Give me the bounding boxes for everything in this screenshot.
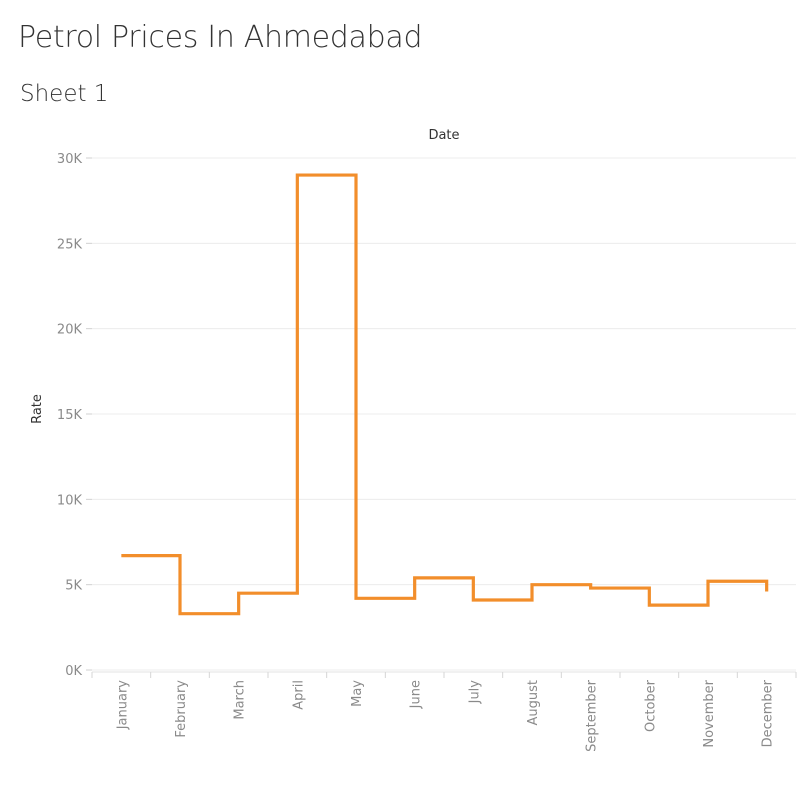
series-line-rate: [121, 173, 769, 616]
y-tick-label: 20K: [57, 323, 83, 338]
x-axis-ticks: January February March April May June July Augu…: [91, 671, 797, 752]
chart-title: Petrol Prices In Ahmedabad: [18, 20, 423, 55]
y-tick-label: 0K: [65, 664, 82, 679]
x-tick-label: November: [702, 679, 717, 747]
y-tick-label: 25K: [57, 237, 83, 252]
y-axis-ticks: 0K 5K 10K 15K 20K 25K 30K: [57, 152, 92, 679]
x-tick-label: May: [350, 680, 365, 707]
gridlines: [92, 157, 796, 671]
x-tick-label: July: [467, 680, 482, 705]
x-tick-label: December: [761, 679, 776, 747]
x-tick-label: April: [291, 680, 306, 710]
x-axis-title: Date: [428, 128, 459, 143]
x-tick-label: October: [643, 679, 658, 732]
y-axis-title: Rate: [30, 394, 45, 424]
x-tick-label: June: [409, 680, 424, 709]
sheet-title: Sheet 1: [20, 81, 109, 107]
x-tick-label: January: [115, 680, 130, 731]
y-tick-label: 5K: [65, 579, 82, 594]
x-tick-label: March: [233, 680, 248, 720]
x-tick-label: August: [526, 680, 541, 726]
y-tick-label: 15K: [57, 408, 83, 423]
x-tick-label: February: [174, 680, 189, 738]
y-tick-label: 10K: [57, 493, 83, 508]
y-tick-label: 30K: [57, 152, 83, 167]
x-tick-label: September: [585, 679, 600, 752]
